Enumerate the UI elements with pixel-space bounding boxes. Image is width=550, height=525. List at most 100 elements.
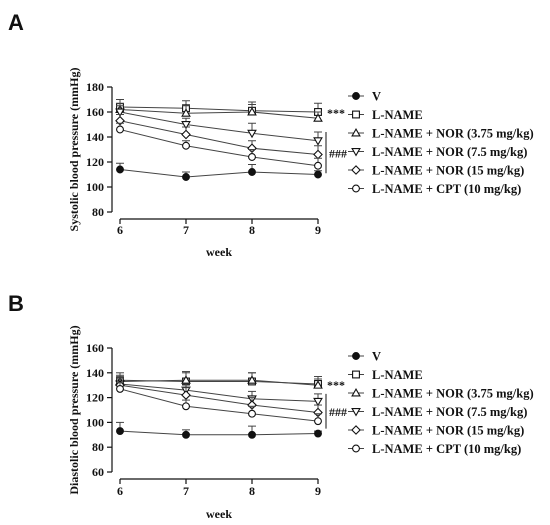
- legend-label: L-NAME + NOR (15 mg/kg): [372, 164, 524, 178]
- legend-item: L-NAME + NOR (15 mg/kg): [348, 164, 524, 178]
- y-tick-label: 140: [86, 130, 104, 144]
- legend-marker: [352, 110, 360, 119]
- data-point: [181, 129, 191, 140]
- legend-marker: [351, 165, 361, 175]
- data-point: [314, 161, 322, 170]
- legend-marker: [351, 408, 361, 417]
- legend-item: L-NAME + NOR (7.5 mg/kg): [348, 145, 527, 159]
- y-tick-label: 120: [86, 391, 104, 405]
- y-tick-label: 160: [86, 105, 104, 119]
- series-line: [119, 169, 319, 178]
- legend-label: L-NAME + NOR (7.5 mg/kg): [372, 145, 527, 159]
- legend-label: L-NAME + NOR (3.75 mg/kg): [372, 387, 534, 401]
- x-tick-label: 7: [183, 484, 189, 498]
- series-1: [116, 371, 322, 388]
- legend-marker: [351, 148, 361, 157]
- legend-marker: [352, 92, 360, 100]
- data-point: [182, 430, 190, 439]
- legend: V L-NAME L-NAME + NOR (3.75 mg/kg) L-NAME +…: [348, 90, 534, 196]
- data-point: [181, 375, 191, 384]
- data-point: [182, 141, 190, 150]
- data-point: [314, 417, 322, 426]
- series-line: [119, 379, 319, 386]
- series-0: [116, 421, 322, 439]
- legend-label: L-NAME: [372, 368, 423, 382]
- data-point: [116, 384, 124, 393]
- series-5: [116, 382, 322, 426]
- data-point: [115, 108, 125, 118]
- data-point: [313, 113, 323, 122]
- legend-label: L-NAME + CPT (10 mg/kg): [372, 182, 521, 196]
- panel-letter: B: [8, 291, 24, 316]
- chart-panel-a: A 80 100 120 140 160 180 6 7 8 9 week Systolic blood…: [8, 10, 534, 259]
- legend-label: L-NAME + NOR (7.5 mg/kg): [372, 405, 527, 419]
- legend-label: V: [372, 350, 381, 364]
- data-point: [314, 170, 322, 179]
- x-tick-label: 9: [315, 223, 321, 237]
- y-tick-label: 80: [92, 440, 104, 454]
- legend-marker: [352, 370, 360, 379]
- data-point: [248, 409, 256, 418]
- y-tick-label: 100: [86, 180, 104, 194]
- panel-letter: A: [8, 10, 24, 35]
- x-tick-label: 8: [249, 484, 255, 498]
- series-4: [115, 378, 323, 418]
- legend: V L-NAME L-NAME + NOR (3.75 mg/kg) L-NAME +…: [348, 350, 534, 456]
- data-point: [182, 173, 190, 181]
- x-tick-label: 6: [117, 223, 123, 237]
- legend-label: L-NAME + NOR (3.75 mg/kg): [372, 127, 534, 141]
- legend-marker: [351, 387, 361, 397]
- legend-label: V: [372, 90, 381, 104]
- legend-item: V: [348, 90, 381, 104]
- legend-item: L-NAME + NOR (15 mg/kg): [348, 424, 524, 438]
- y-tick-label: 120: [86, 155, 104, 169]
- series-0: [116, 162, 322, 181]
- y-tick-label: 100: [86, 415, 104, 429]
- legend-item: L-NAME + CPT (10 mg/kg): [348, 442, 521, 456]
- y-tick-label: 160: [86, 341, 104, 355]
- data-point: [247, 375, 257, 384]
- legend-label: L-NAME + NOR (15 mg/kg): [372, 424, 524, 438]
- x-tick-label: 7: [183, 223, 189, 237]
- legend-item: L-NAME + CPT (10 mg/kg): [348, 182, 521, 196]
- chart-panel-b: B 60 80 100 120 140 160 6 7 8 9 week Diastolic blood…: [8, 291, 534, 521]
- series-line: [119, 111, 319, 142]
- legend-item: L-NAME + NOR (7.5 mg/kg): [348, 405, 527, 419]
- significance-stars: ***: [327, 378, 345, 392]
- data-point: [116, 427, 124, 436]
- series-line: [119, 109, 319, 119]
- y-tick-label: 60: [92, 465, 104, 479]
- data-point: [313, 380, 323, 389]
- legend-item: L-NAME: [348, 368, 423, 382]
- data-point: [248, 430, 256, 439]
- y-tick-label: 80: [92, 205, 104, 219]
- data-point: [182, 402, 190, 411]
- significance-hashes: ###: [329, 405, 347, 419]
- series-3: [115, 105, 323, 146]
- y-axis-label: Diastolic blood pressure (mmHg): [67, 325, 81, 494]
- legend-item: L-NAME + NOR (3.75 mg/kg): [348, 127, 534, 141]
- legend-label: L-NAME: [372, 108, 423, 122]
- series-5: [116, 122, 322, 170]
- x-tick-label: 6: [117, 484, 123, 498]
- data-point: [313, 137, 323, 146]
- y-tick-label: 180: [86, 80, 104, 94]
- data-point: [116, 165, 124, 174]
- data-point: [314, 429, 322, 438]
- significance-hashes: ###: [329, 147, 347, 161]
- legend-marker: [352, 352, 360, 360]
- x-tick-label: 8: [249, 223, 255, 237]
- y-tick-label: 140: [86, 366, 104, 380]
- data-point: [181, 108, 191, 117]
- series-line: [119, 129, 319, 167]
- series-line: [119, 384, 319, 413]
- legend-marker: [352, 444, 360, 453]
- data-point: [248, 168, 256, 176]
- data-point: [248, 153, 256, 161]
- series-line: [119, 106, 319, 113]
- series-line: [119, 120, 319, 155]
- legend-marker: [351, 127, 361, 137]
- y-axis-label: Systolic blood pressure (mmHg): [67, 68, 81, 232]
- x-axis-label: week: [206, 245, 232, 259]
